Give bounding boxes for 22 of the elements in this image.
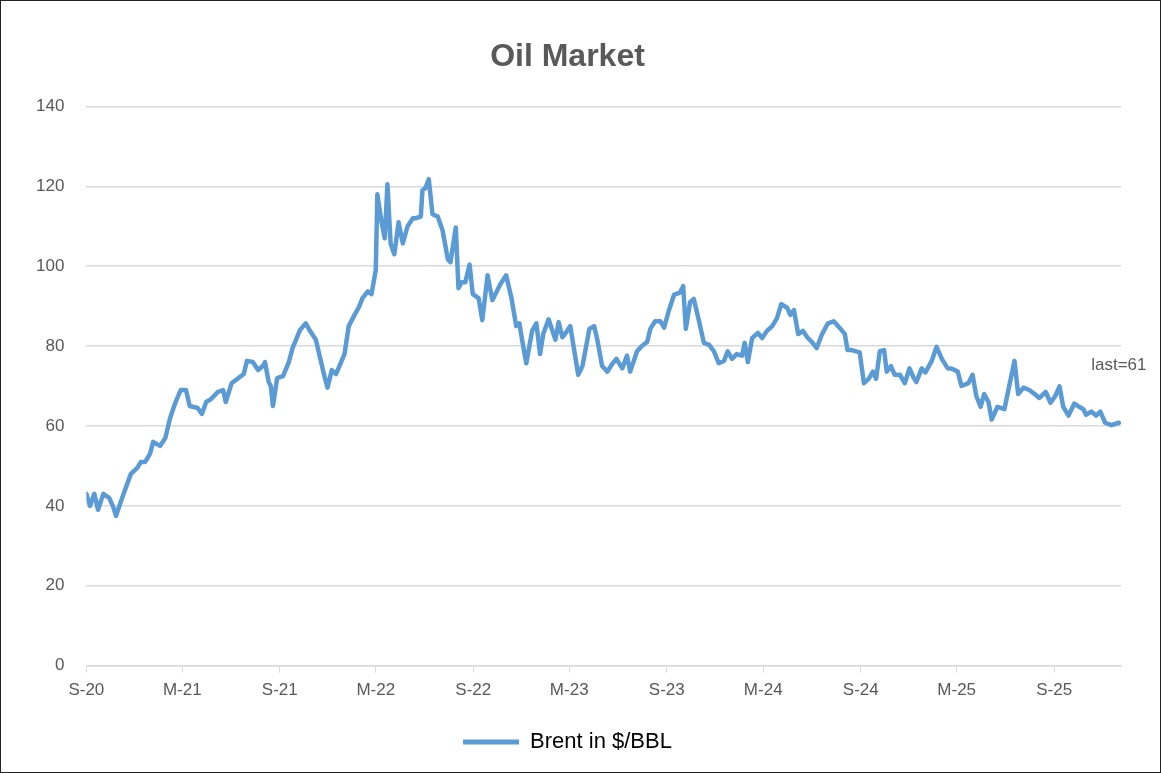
- x-tick-label: M-23: [549, 680, 589, 700]
- annotation: last=61: [1091, 355, 1147, 375]
- y-tick-label: 20: [45, 575, 65, 595]
- x-tick-label: S-20: [68, 680, 105, 700]
- y-tick-label: 80: [45, 335, 65, 355]
- y-tick-label: 120: [35, 175, 65, 195]
- x-tick-label: S-25: [1036, 680, 1073, 700]
- legend-label: Brent in $/BBL: [530, 728, 672, 754]
- x-tick-label: M-24: [743, 680, 783, 700]
- x-tick-label: M-22: [356, 680, 396, 700]
- y-tick-label: 40: [45, 495, 65, 515]
- y-tick-label: 100: [35, 255, 65, 275]
- y-tick-label: 60: [45, 415, 65, 435]
- x-tick-label: S-24: [842, 680, 879, 700]
- x-tick-label: M-21: [162, 680, 202, 700]
- x-tick-label: S-21: [261, 680, 298, 700]
- x-tick-label: S-22: [455, 680, 492, 700]
- chart-title: Oil Market: [490, 37, 646, 74]
- x-tick-label: S-23: [648, 680, 685, 700]
- y-tick-label: 0: [54, 655, 65, 675]
- x-tick-label: M-25: [937, 680, 977, 700]
- y-tick-label: 140: [35, 96, 65, 116]
